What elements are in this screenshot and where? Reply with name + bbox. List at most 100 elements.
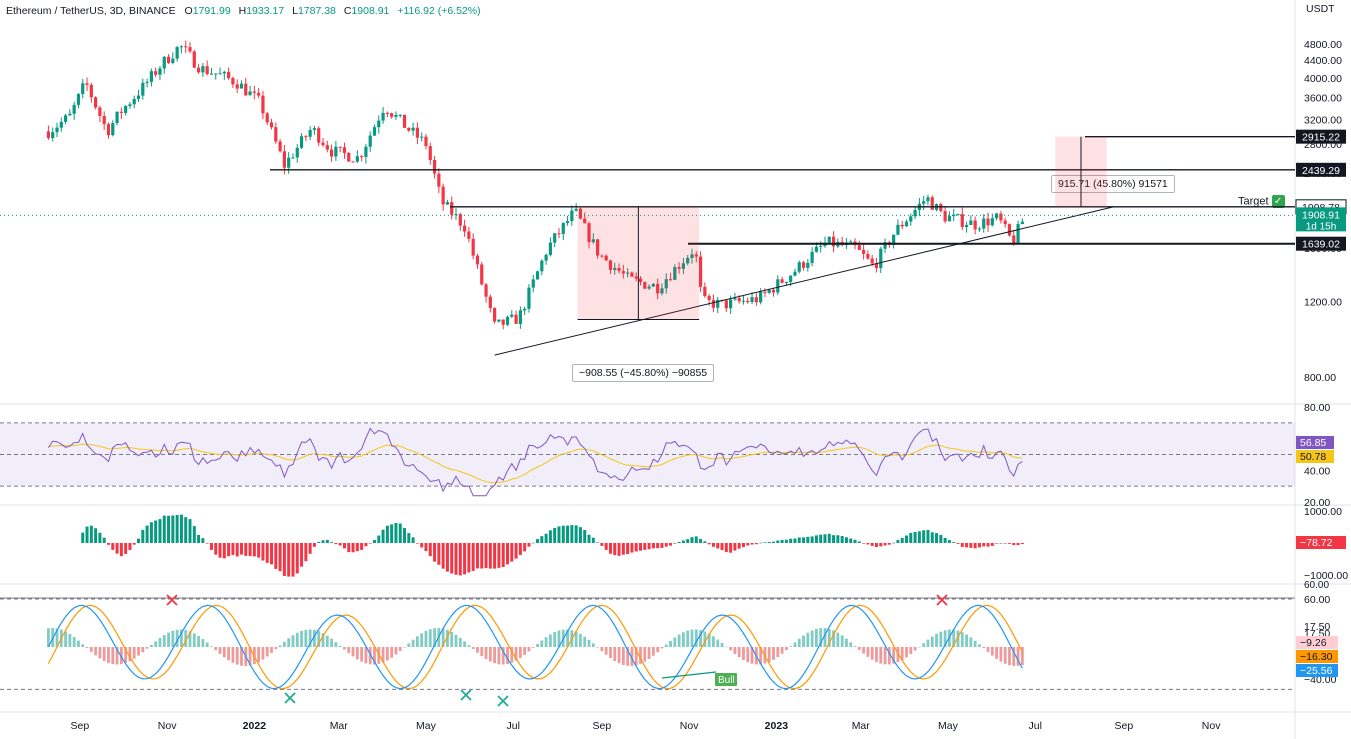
candle-body bbox=[188, 47, 192, 52]
candle bbox=[578, 207, 583, 220]
wt-hist-bar bbox=[407, 643, 411, 647]
wt-tick: 60.00 bbox=[1304, 594, 1330, 606]
candle bbox=[866, 250, 870, 260]
bull-badge bbox=[715, 673, 737, 686]
macd-bar bbox=[870, 543, 874, 546]
candle bbox=[149, 68, 153, 87]
wt-hist-bar bbox=[317, 631, 321, 647]
wt-hist-bar bbox=[463, 641, 466, 647]
candle-body bbox=[621, 271, 625, 274]
cross-marker bbox=[460, 689, 472, 701]
macd-bar bbox=[167, 515, 171, 543]
candle bbox=[604, 254, 608, 261]
wt-hist-bar bbox=[201, 639, 205, 647]
macd-bar bbox=[385, 525, 389, 543]
macd-bar bbox=[321, 540, 325, 543]
candle bbox=[523, 306, 527, 316]
wt-hist-bar bbox=[313, 629, 316, 647]
macd-bar bbox=[458, 543, 462, 576]
candle-body bbox=[450, 202, 454, 215]
macd-bar bbox=[488, 543, 492, 569]
macd-bar bbox=[879, 543, 883, 547]
candle bbox=[776, 275, 780, 296]
candle bbox=[857, 240, 861, 251]
macd-bar bbox=[518, 543, 522, 555]
macd-bar bbox=[523, 543, 527, 552]
macd-bar bbox=[510, 543, 514, 562]
candle bbox=[488, 294, 492, 313]
candle-body bbox=[493, 308, 497, 322]
wt-hist-bar bbox=[338, 645, 342, 647]
macd-bar bbox=[935, 533, 939, 543]
candle bbox=[308, 126, 312, 141]
target-annotation: Target ✓ bbox=[1238, 195, 1285, 208]
candle bbox=[608, 259, 613, 275]
macd-bar bbox=[334, 543, 338, 545]
macd-bar bbox=[102, 537, 106, 543]
candle bbox=[136, 89, 141, 102]
macd-bar bbox=[566, 525, 570, 543]
macd-bar bbox=[433, 543, 437, 562]
macd-bar bbox=[239, 543, 243, 555]
candle bbox=[475, 253, 480, 269]
macd-bar bbox=[158, 519, 162, 543]
current-price-badge bbox=[1296, 207, 1346, 232]
candle bbox=[883, 238, 887, 253]
candle-body bbox=[68, 113, 72, 116]
candle-body bbox=[574, 208, 578, 211]
candle-body bbox=[415, 127, 419, 138]
measure-up-label: 915.71 (45.80%) 91571 bbox=[1051, 175, 1175, 193]
candle bbox=[467, 226, 471, 243]
macd-bar bbox=[154, 520, 158, 543]
candle bbox=[617, 263, 621, 274]
macd-bar bbox=[707, 543, 711, 545]
candle bbox=[982, 214, 986, 233]
candle-body bbox=[686, 257, 690, 264]
candle-body bbox=[145, 81, 149, 83]
wt-hist-bar bbox=[935, 633, 938, 647]
wt-hist-bar bbox=[235, 647, 239, 665]
macd-bar bbox=[493, 543, 497, 569]
wt-hist-bar bbox=[506, 647, 509, 664]
wt-hist-bar bbox=[707, 633, 711, 647]
candle-body bbox=[716, 299, 720, 308]
x-tick: Mar bbox=[852, 720, 871, 732]
candle-body bbox=[85, 83, 89, 85]
wt-hist-bar bbox=[141, 647, 145, 653]
wt-hist-bar bbox=[819, 628, 823, 647]
candle-body bbox=[136, 95, 141, 99]
candle-body bbox=[595, 239, 600, 256]
x-tick: May bbox=[938, 720, 959, 732]
macd-bar bbox=[977, 543, 981, 548]
macd-value-badge bbox=[1296, 536, 1346, 549]
candle bbox=[59, 117, 63, 132]
candle-body bbox=[1007, 224, 1012, 236]
wt-hist-bar bbox=[428, 629, 432, 647]
wt-hist-bar bbox=[986, 647, 990, 652]
candle bbox=[334, 140, 338, 162]
macd-bar bbox=[274, 543, 278, 569]
candle bbox=[355, 150, 359, 163]
macd-bar bbox=[360, 543, 364, 550]
macd-bar bbox=[424, 543, 428, 552]
wt-hist-bar bbox=[669, 640, 672, 647]
macd-bar bbox=[793, 538, 797, 543]
candle-body bbox=[857, 245, 861, 250]
wt-hist-bar bbox=[518, 647, 522, 658]
candle bbox=[806, 259, 810, 272]
wt-hist-bar bbox=[94, 647, 98, 656]
macd-bar bbox=[827, 533, 831, 543]
candle-body bbox=[904, 221, 909, 227]
candle bbox=[428, 142, 432, 165]
macd-bar bbox=[548, 530, 552, 543]
wt-hist-bar bbox=[119, 647, 123, 665]
candle-body bbox=[235, 84, 239, 89]
wt-hist-bar bbox=[634, 647, 638, 666]
x-tick: Nov bbox=[680, 720, 699, 732]
wt-hist-bar bbox=[797, 638, 801, 647]
candle bbox=[119, 107, 123, 119]
macd-bar bbox=[874, 543, 878, 548]
candle bbox=[638, 276, 643, 286]
wt-hist-bar bbox=[845, 638, 848, 647]
